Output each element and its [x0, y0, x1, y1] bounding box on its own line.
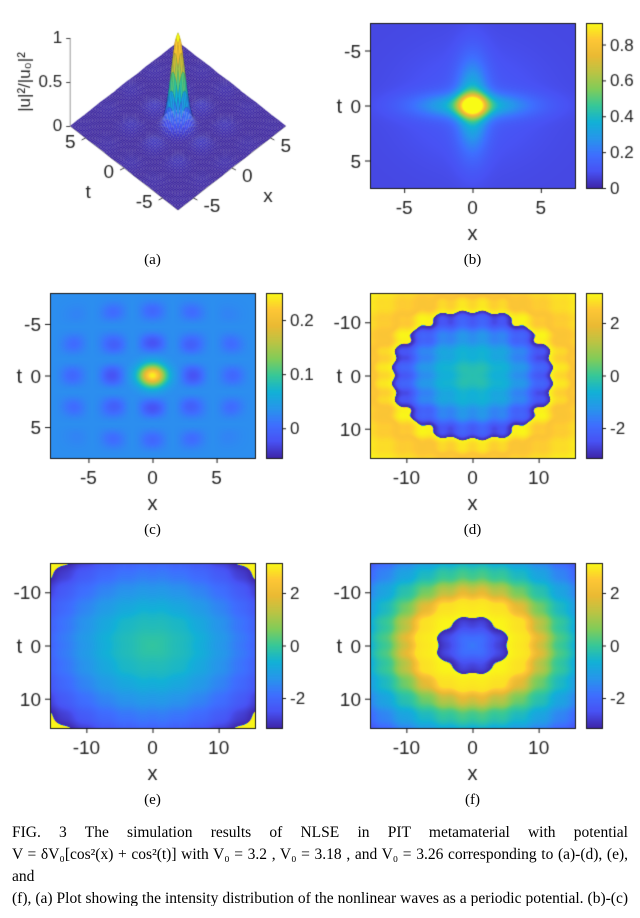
- caption-line-2: V = δV₀[cos²(x) + cos²(t)] with V₀ = 3.2…: [12, 846, 628, 885]
- heatmap-b-canvas: [320, 8, 640, 248]
- heatmap-d-canvas: [320, 278, 640, 518]
- panel-f: (f): [320, 548, 640, 818]
- panel-e-label: (e): [144, 792, 161, 808]
- heatmap-c-canvas: [0, 278, 320, 518]
- panel-b: (b): [320, 8, 640, 278]
- panel-c-label: (c): [144, 522, 161, 538]
- heatmap-f-canvas: [320, 548, 640, 788]
- figure-caption: FIG. 3 The simulation results of NLSE in…: [12, 822, 628, 906]
- panel-d-label: (d): [463, 522, 482, 538]
- panel-a-label: (a): [144, 252, 161, 268]
- figure-3: (a) (b) (c) (d) (e) (f): [0, 8, 640, 818]
- panel-d: (d): [320, 278, 640, 548]
- surface-plot-canvas: [0, 8, 320, 248]
- panel-f-label: (f): [465, 792, 480, 808]
- panel-b-label: (b): [463, 252, 482, 268]
- caption-line-3: (f), (a) Plot showing the intensity dist…: [12, 890, 628, 906]
- panel-a: (a): [0, 8, 320, 278]
- caption-line-1: FIG. 3 The simulation results of NLSE in…: [12, 824, 628, 841]
- panel-e: (e): [0, 548, 320, 818]
- heatmap-e-canvas: [0, 548, 320, 788]
- panel-c: (c): [0, 278, 320, 548]
